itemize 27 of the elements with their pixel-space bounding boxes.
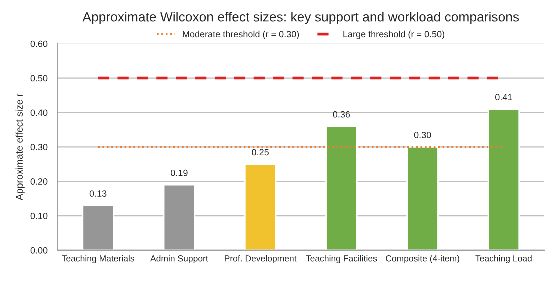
- data-label: 0.19: [171, 170, 188, 176]
- data-label: 0.41: [496, 94, 512, 101]
- y-tick-label: 0.00: [30, 247, 48, 254]
- data-label: 0.13: [90, 190, 107, 197]
- bar: [488, 108, 520, 250]
- y-tick-label: 0.50: [30, 75, 48, 82]
- x-tick-label: Composite (4-item): [386, 255, 460, 264]
- x-tick-label: Teaching Load: [476, 255, 532, 264]
- y-tick-label: 0.30: [30, 144, 48, 151]
- chart-title: Approximate Wilcoxon effect sizes: key support and workload comparisons: [82, 12, 520, 24]
- bar: [326, 126, 358, 250]
- legend-label: Large threshold (r = 0.50): [344, 30, 445, 40]
- x-tick-label: Teaching Materials: [62, 255, 134, 264]
- bar: [244, 164, 277, 250]
- y-tick-label: 0.20: [30, 178, 48, 185]
- data-label: 0.30: [414, 132, 432, 138]
- data-label: 0.36: [333, 111, 350, 118]
- x-tick-label: Prof. Development: [225, 255, 297, 264]
- legend-label: Moderate threshold (r = 0.30): [183, 30, 300, 40]
- bar: [406, 146, 439, 250]
- y-tick-label: 0.40: [30, 110, 48, 116]
- y-tick-label: 0.10: [30, 212, 48, 220]
- data-label: 0.25: [252, 149, 269, 156]
- y-tick-label: 0.60: [30, 40, 48, 48]
- y-axis-title: Approximate effect size r: [16, 94, 25, 201]
- x-tick-label: Admin Support: [150, 255, 208, 264]
- x-tick-label: Teaching Facilities: [306, 255, 378, 264]
